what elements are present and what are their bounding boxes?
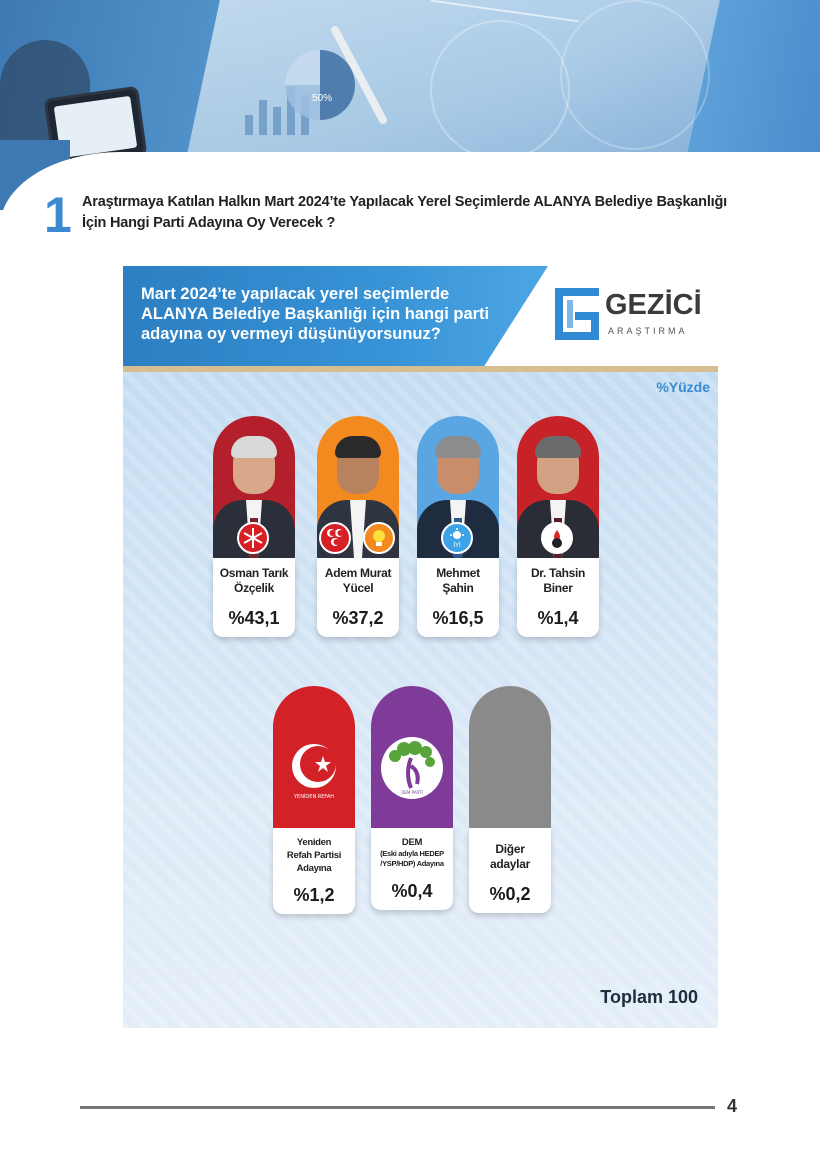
infographic-title: Mart 2024’te yapılacak yerel seçimlerde … [141, 284, 541, 344]
svg-text:YENİDEN REFAH: YENİDEN REFAH [293, 793, 334, 800]
candidate-percentage: %1,4 [537, 608, 579, 628]
candidate-percentage: %37,2 [332, 608, 384, 628]
logo-wordmark: GEZİCİ [605, 289, 702, 321]
party-logo-tile: YENİDEN REFAH [273, 686, 355, 828]
question-text: Araştırmaya Katılan Halkın Mart 2024’te … [82, 192, 742, 234]
survey-infographic: Mart 2024’te yapılacak yerel seçimlerde … [123, 266, 718, 1028]
question-line-1: Araştırmaya Katılan Halkın Mart 2024’te … [82, 194, 727, 210]
gezici-g-icon [555, 288, 599, 340]
candidate-percentage: %1,2 [293, 885, 335, 905]
header-curve [0, 152, 820, 227]
footer-rule [80, 1106, 715, 1109]
candidate-percentage: %43,1 [228, 608, 280, 628]
header-photo-banner: 50% [0, 0, 820, 160]
yeniden-refah-logo-icon: YENİDEN REFAH [292, 744, 336, 800]
infographic-header: Mart 2024’te yapılacak yerel seçimlerde … [123, 266, 718, 366]
candidate-percentage: %0,4 [391, 881, 433, 901]
total-label: Toplam 100 [600, 987, 698, 1007]
question-number: 1 [44, 187, 72, 243]
pie-chart-label: 50% [312, 93, 333, 104]
candidate-name-line: Osman Tarık [219, 566, 289, 580]
svg-text:İYİ: İYİ [453, 542, 460, 549]
candidate-card: İYİ Mehmet Şahin %16,5 [417, 416, 499, 637]
candidate-info: Mehmet Şahin %16,5 [417, 558, 499, 637]
chp-six-arrows-icon [237, 522, 269, 554]
other-candidates-tile [469, 686, 551, 828]
decor-circle [560, 0, 710, 150]
candidate-name-line: Biner [543, 581, 573, 595]
mhp-crescents-icon [319, 522, 351, 554]
infographic-divider [123, 366, 718, 372]
title-line-2: ALANYA Belediye Başkanlığı için hangi pa… [141, 305, 490, 323]
candidate-photo: İYİ [417, 416, 499, 558]
candidate-name-line: Refah Partisi [286, 850, 342, 861]
candidate-name-line: Adayına [296, 863, 332, 874]
candidate-photo [213, 416, 295, 558]
candidate-name-line: Dr. Tahsin [530, 566, 586, 580]
party-logo-tile: DEM PARTİ [371, 686, 453, 828]
candidate-percentage: %16,5 [432, 608, 484, 628]
candidate-percentage: %0,2 [489, 884, 531, 904]
candidate-name-line: (Eski adıyla HEDEP [380, 849, 444, 858]
candidate-name-line: adaylar [490, 857, 530, 871]
candidate-name-line: Adem Murat [324, 566, 392, 580]
candidate-photo [517, 416, 599, 558]
candidate-name-line: /YSP/HDP) Adayına [380, 859, 444, 868]
dem-tree-logo-icon: DEM PARTİ [381, 737, 443, 799]
candidate-info: Osman Tarık Özçelik %43,1 [213, 558, 295, 637]
candidate-photo [317, 416, 399, 558]
candidate-name-line: Mehmet [436, 566, 480, 580]
logo-subtitle: ARAŞTIRMA [608, 326, 688, 336]
candidate-card: Adem Murat Yücel %37,2 [317, 416, 399, 637]
candidate-info: DEM (Eski adıyla HEDEP /YSP/HDP) Adayına… [371, 828, 453, 910]
title-line-3: adayına oy vermeyi düşünüyorsunuz? [141, 325, 441, 343]
candidate-info: Dr. Tahsin Biner %1,4 [517, 558, 599, 637]
candidate-card: Diğer adaylar %0,2 [469, 686, 551, 913]
title-ribbon [123, 266, 548, 366]
candidate-name-line: Yücel [342, 581, 374, 595]
candidate-info: Diğer adaylar %0,2 [469, 828, 551, 913]
unit-label: %Yüzde [656, 379, 710, 395]
decor-circle [430, 20, 570, 160]
iyi-sun-icon: İYİ [441, 522, 473, 554]
candidate-name-line: Yeniden [296, 837, 332, 848]
candidate-card: YENİDEN REFAH Yeniden Refah Partisi Aday… [273, 686, 355, 914]
page-number: 4 [727, 1096, 738, 1116]
candidate-info: Yeniden Refah Partisi Adayına %1,2 [273, 828, 355, 914]
torch-icon [541, 522, 573, 554]
candidate-card: Dr. Tahsin Biner %1,4 [517, 416, 599, 637]
candidate-card: DEM PARTİ DEM (Eski adıyla HEDEP /YSP/HD… [371, 686, 453, 910]
candidate-name-line: Şahin [442, 581, 474, 595]
candidate-name-line: DEM [401, 837, 423, 848]
question-line-2: İçin Hangi Parti Adayına Oy Verecek ? [82, 215, 336, 231]
title-line-1: Mart 2024’te yapılacak yerel seçimlerde [141, 285, 450, 303]
pie-chart-illustration [285, 50, 355, 120]
candidate-card: Osman Tarık Özçelik %43,1 [213, 416, 295, 637]
gezici-logo: GEZİCİ ARAŞTIRMA [553, 286, 703, 346]
candidate-name-line: Özçelik [234, 581, 274, 595]
candidate-name-line: Diğer [495, 842, 525, 856]
svg-text:DEM PARTİ: DEM PARTİ [401, 790, 422, 795]
ak-parti-bulb-icon [363, 522, 395, 554]
candidate-info: Adem Murat Yücel %37,2 [317, 558, 399, 637]
